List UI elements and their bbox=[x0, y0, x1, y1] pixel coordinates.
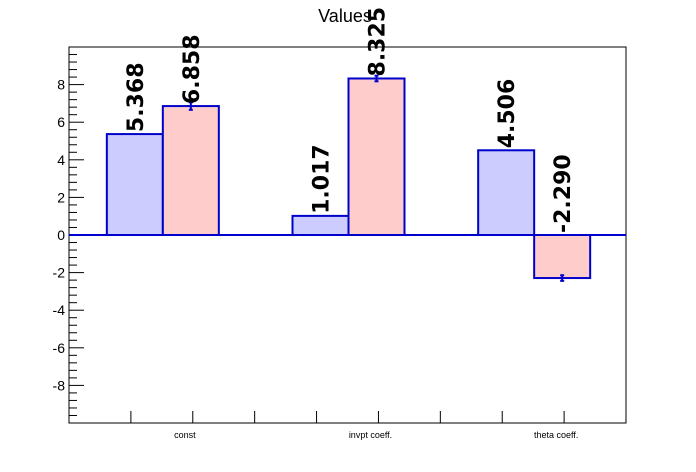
bar bbox=[347, 77, 406, 236]
data-label: 4.506 bbox=[495, 79, 520, 149]
data-label: 8.325 bbox=[366, 7, 391, 77]
x-tick-label: theta coeff. bbox=[534, 430, 578, 440]
bar bbox=[105, 133, 164, 237]
bar bbox=[291, 214, 350, 237]
data-label: 1.017 bbox=[310, 144, 335, 214]
bars bbox=[105, 77, 592, 280]
y-tick-label: -6 bbox=[53, 340, 66, 356]
y-tick-label: 8 bbox=[57, 77, 65, 93]
y-tick-label: -8 bbox=[53, 377, 66, 393]
y-tick-label: -2 bbox=[53, 265, 66, 281]
chart-title: Values bbox=[318, 6, 372, 26]
y-tick-label: -4 bbox=[53, 302, 66, 318]
y-tick-label: 4 bbox=[57, 152, 65, 168]
data-label: -2.290 bbox=[551, 154, 576, 233]
bar bbox=[533, 234, 592, 280]
y-tick-label: 2 bbox=[57, 189, 65, 205]
data-label: 5.368 bbox=[124, 62, 149, 132]
bar bbox=[161, 105, 220, 237]
y-tick-label: 0 bbox=[57, 227, 65, 243]
data-labels: 5.368 1.017 4.506 6.858 8.325 -2.290 bbox=[124, 7, 576, 233]
data-label: 6.858 bbox=[180, 34, 205, 104]
x-axis: const invpt coeff. theta coeff. bbox=[130, 411, 578, 440]
y-tick-label: 6 bbox=[57, 114, 65, 130]
bar bbox=[477, 149, 536, 236]
x-tick-label: invpt coeff. bbox=[349, 430, 392, 440]
error-bars bbox=[188, 74, 565, 282]
x-tick-label: const bbox=[174, 430, 196, 440]
